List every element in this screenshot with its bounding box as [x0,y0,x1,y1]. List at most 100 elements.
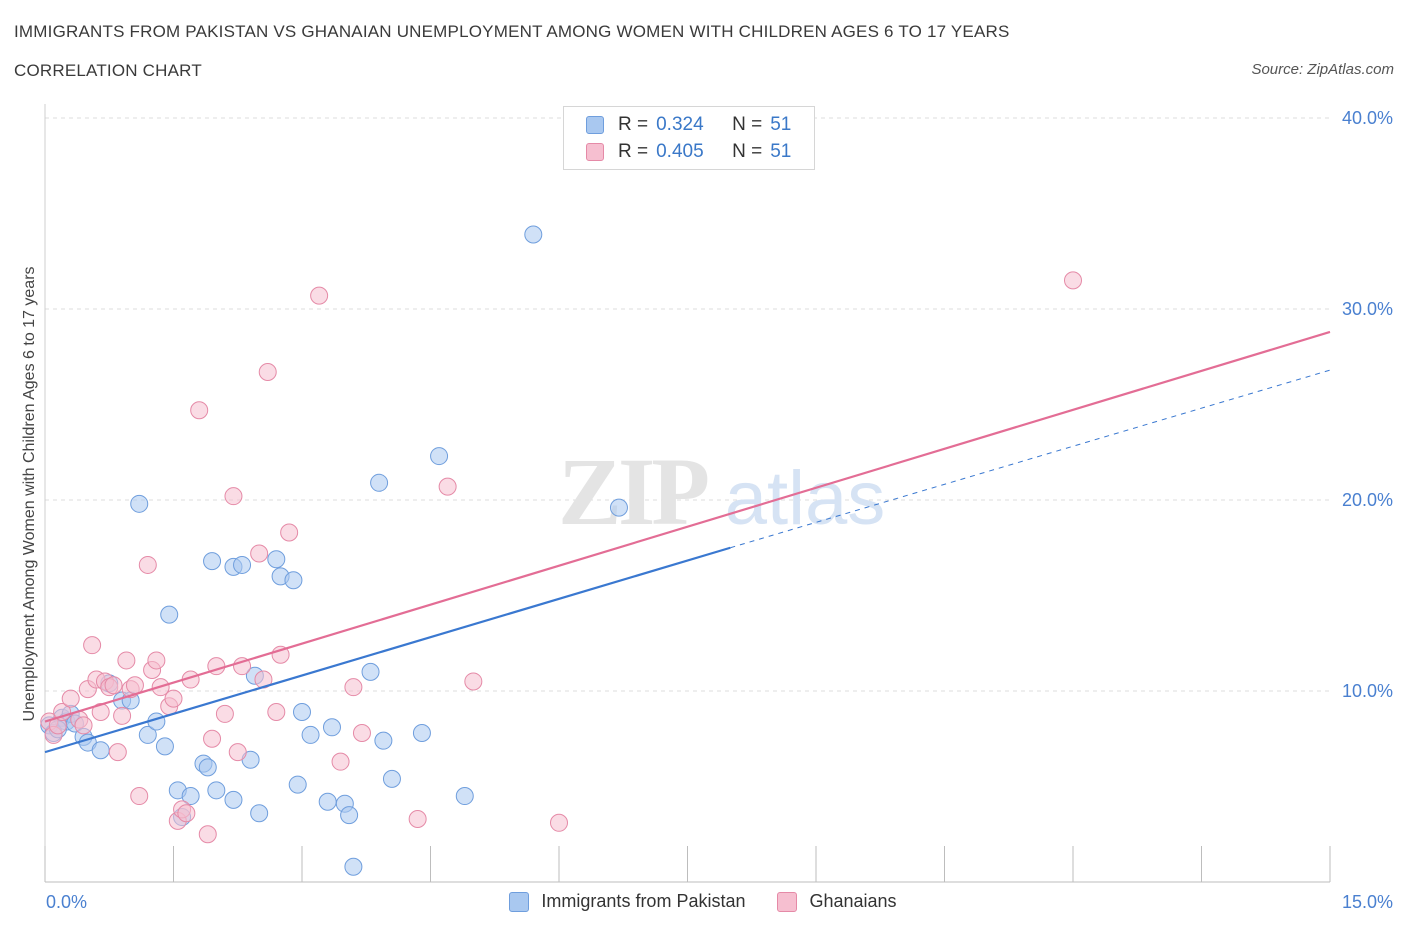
point-pakistan [374,731,393,750]
legend-r-label: R = [618,141,649,162]
source-label: Source: ZipAtlas.com [1251,61,1394,78]
legend-item-ghanaians[interactable]: Ghanaians [777,891,897,912]
chart-subtitle: CORRELATION CHART [14,61,202,80]
point-ghanaians [310,286,329,305]
point-pakistan [609,498,628,517]
point-pakistan [524,225,543,244]
point-ghanaians [91,703,110,722]
point-pakistan [412,724,431,743]
y-tick-label: 40.0% [1342,108,1393,128]
point-ghanaians [408,809,427,828]
y-tick-label: 30.0% [1342,299,1393,319]
data-points [40,225,1082,876]
point-ghanaians [190,401,209,420]
point-pakistan [207,781,226,800]
point-pakistan [284,571,303,590]
point-ghanaians [108,743,127,762]
point-ghanaians [113,706,132,725]
point-pakistan [130,494,149,513]
point-ghanaians [250,544,269,563]
point-ghanaians [258,363,277,382]
point-pakistan [293,703,311,722]
point-pakistan [181,787,200,806]
legend-row-ghanaians: R = 0.405 N = 51 [586,141,791,163]
point-pakistan [160,605,179,624]
legend-swatch-pakistan [586,116,604,134]
point-pakistan [91,741,110,760]
legend-n-value: 51 [770,114,792,135]
point-ghanaians [83,636,102,655]
point-ghanaians [164,689,183,708]
legend-swatch-ghanaians [777,891,798,912]
watermark-atlas: atlas [725,456,886,541]
legend-row-pakistan: R = 0.324 N = 51 [586,114,791,136]
point-ghanaians [550,813,568,832]
point-pakistan [301,725,320,744]
point-pakistan [430,447,449,466]
point-pakistan [155,737,174,756]
point-pakistan [318,792,337,811]
legend-label-ghanaians: Ghanaians [809,891,897,911]
point-ghanaians [61,689,80,708]
legend-n-label: N = [732,141,763,162]
watermark: ZIP atlas [558,438,885,545]
tick-labels: 10.0% 20.0% 30.0% 40.0% 0.0% 15.0% [46,108,1393,912]
point-ghanaians [438,477,457,496]
point-pakistan [224,790,243,809]
point-ghanaians [228,743,247,762]
point-pakistan [198,758,217,777]
legend-n-label: N = [732,114,763,135]
point-ghanaians [464,672,483,691]
point-ghanaians [104,676,123,695]
point-ghanaians [267,703,286,722]
point-pakistan [340,806,359,825]
legend-r-value: 0.405 [656,141,704,162]
x-tick-label: 0.0% [46,892,87,912]
point-pakistan [267,550,286,569]
point-pakistan [344,857,363,876]
legend-r-label: R = [618,114,649,135]
axes [44,104,1331,883]
trend-line-pakistan-extension [730,369,1331,549]
point-pakistan [203,552,222,571]
point-pakistan [382,769,401,788]
legend-item-pakistan[interactable]: Immigrants from Pakistan [509,891,745,912]
y-tick-label: 20.0% [1342,490,1393,510]
trend-lines [44,330,1331,754]
trend-line-ghanaians [44,330,1331,723]
series-legend: Immigrants from Pakistan Ghanaians [0,891,1406,912]
point-pakistan [370,473,389,492]
point-ghanaians [1064,271,1082,290]
point-pakistan [233,555,252,574]
point-ghanaians [203,729,222,748]
point-ghanaians [177,804,196,823]
point-pakistan [322,718,341,737]
chart-title: IMMIGRANTS FROM PAKISTAN VS GHANAIAN UNE… [14,22,1010,41]
point-pakistan [455,787,474,806]
legend-n-value: 51 [770,141,792,162]
legend-swatch-ghanaians [586,143,604,161]
point-ghanaians [147,651,166,670]
y-axis-label: Unemployment Among Women with Children A… [21,266,38,721]
point-ghanaians [125,676,144,695]
point-ghanaians [224,487,243,506]
point-ghanaians [74,716,93,735]
watermark-zip: ZIP [558,438,707,545]
point-pakistan [138,725,157,744]
point-pakistan [361,662,380,681]
point-ghanaians [331,752,350,771]
trend-line-pakistan [44,546,731,754]
legend-r-value: 0.324 [656,114,704,135]
point-ghanaians [138,555,157,574]
point-ghanaians [117,651,136,670]
legend-label-pakistan: Immigrants from Pakistan [541,891,746,911]
point-ghanaians [53,703,72,722]
point-ghanaians [352,724,371,743]
point-ghanaians [344,678,363,697]
point-pakistan [288,775,307,794]
point-ghanaians [198,825,217,844]
point-ghanaians [233,657,252,676]
grid-lines [45,117,1330,692]
point-pakistan [250,804,269,823]
